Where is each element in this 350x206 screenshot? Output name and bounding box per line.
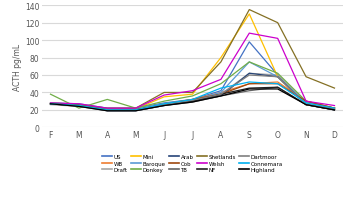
Y-axis label: ACTH pg/mL: ACTH pg/mL (13, 43, 22, 90)
Legend: US, WB, Draft, Mini, Baroque, Donkey, Arab, Cob, TB, Shetlands, Welsh, NF, Dartm: US, WB, Draft, Mini, Baroque, Donkey, Ar… (100, 152, 285, 175)
